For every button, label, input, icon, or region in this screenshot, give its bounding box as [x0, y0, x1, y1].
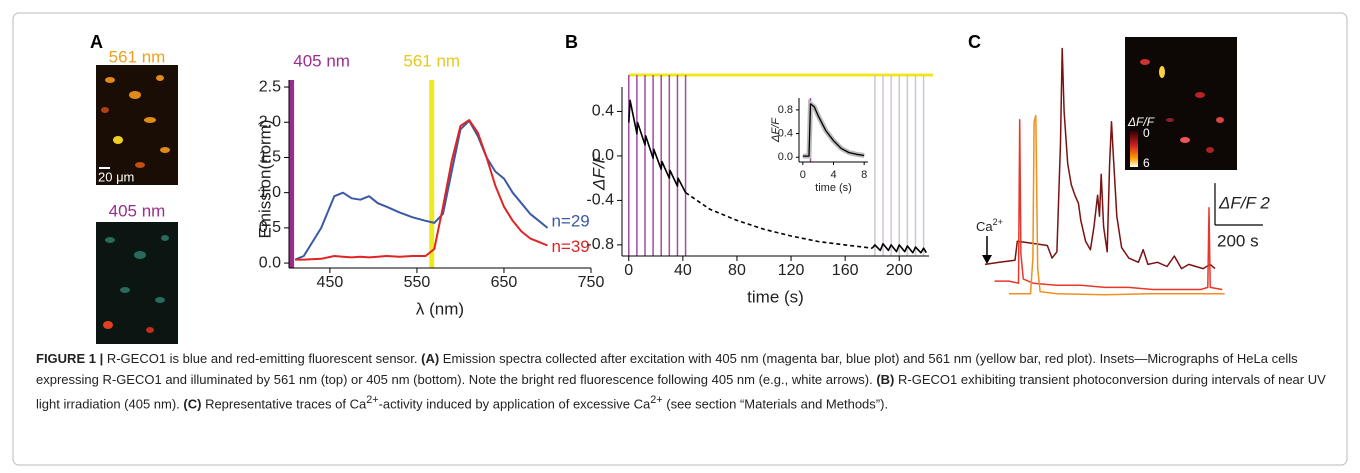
x-tick-label: 40 [674, 262, 692, 279]
colorbar-label: ΔF/F [1127, 115, 1155, 129]
caption-run: (see section “Materials and Methods”). [662, 396, 889, 412]
scale-label: 20 μm [98, 169, 134, 184]
data-line [802, 103, 865, 157]
x-tick-label: 0 [800, 169, 806, 181]
y-tick-label: 0.4 [778, 127, 793, 139]
panel-label: A [90, 32, 103, 52]
y-tick-label: 2.5 [259, 78, 281, 95]
colorbar-tick: 0 [1143, 126, 1150, 140]
x-tick-label: 0 [624, 262, 633, 279]
y-axis-label: ΔF/F [770, 117, 782, 143]
stimulus-text: Ca [976, 219, 993, 234]
excitation-bar [289, 80, 295, 268]
colorbar-tick: 6 [1143, 156, 1150, 170]
y-tick-label: 2.0 [259, 113, 281, 130]
data-line [628, 99, 687, 193]
panel-label: B [565, 32, 578, 52]
x-axis-label: time (s) [747, 287, 804, 306]
y-tick-label: 1.5 [259, 149, 281, 166]
x-tick-label: 650 [491, 274, 518, 291]
caption-run: -activity induced by application of exce… [378, 396, 651, 412]
caption-run: FIGURE 1 | [36, 351, 104, 366]
cells [101, 75, 170, 168]
y-tick-label: 1.0 [259, 184, 281, 201]
y-tick-label: 0.0 [592, 147, 614, 164]
frame [12, 12, 1348, 466]
micrograph-label: 405 nm [109, 201, 166, 220]
y-tick-label: 0.5 [259, 219, 281, 236]
excitation-label: 405 nm [293, 51, 350, 70]
micrograph-label: 561 nm [109, 47, 166, 66]
y-axis-label: ΔF/F [589, 151, 608, 191]
error-band [802, 98, 865, 159]
stimulus-label: Ca2+ [976, 217, 1003, 234]
y-axis-label: Emission(norm) [255, 119, 274, 238]
caption-run: Representative traces of Ca [201, 396, 367, 412]
x-tick-label: 8 [861, 169, 867, 181]
x-tick-label: 160 [832, 262, 859, 279]
data-line [685, 191, 873, 249]
caption-run: (A) [421, 351, 440, 366]
y-tick-label: 0.0 [259, 254, 281, 271]
x-axis-label: λ (nm) [416, 299, 464, 318]
data-line [994, 118, 1223, 291]
cells [103, 235, 169, 333]
caption-run: (C) [183, 396, 202, 412]
excitation-bar [429, 80, 435, 268]
x-tick-label: 80 [728, 262, 746, 279]
series-label: n=39 [551, 237, 589, 256]
data-line [984, 47, 1216, 270]
panel-label: C [968, 32, 981, 52]
x-tick-label: 200 [886, 262, 913, 279]
excitation-label: 561 nm [403, 51, 460, 70]
data-line [871, 243, 927, 254]
y-tick-label: 0.4 [592, 103, 614, 120]
caption-run: (B) [876, 372, 895, 387]
caption-run: R-GECO1 is blue and red-emitting fluores… [103, 351, 422, 366]
caption-run: 2+ [366, 394, 379, 406]
stimulus-arrowhead [982, 255, 992, 264]
y-tick-label: -0.4 [586, 192, 614, 209]
data-line [295, 119, 548, 261]
colorbar [1130, 131, 1138, 167]
x-axis-label: time (s) [815, 182, 852, 194]
x-tick-label: 750 [578, 274, 605, 291]
x-tick-label: 120 [778, 262, 805, 279]
y-tick-label: -0.8 [586, 236, 614, 253]
x-tick-label: 550 [404, 274, 431, 291]
x-tick-label: 4 [830, 169, 836, 181]
x-tick-label: 450 [317, 274, 344, 291]
caption-run: 2+ [650, 394, 663, 406]
caption-run: R-GECO1 exhibiting transient photoconver… [36, 372, 1326, 412]
series-label: n=29 [551, 211, 589, 230]
scale-label: ΔF/F 2 [1218, 194, 1270, 213]
caption-run: Emission spectra collected after excitat… [36, 351, 1298, 387]
data-line [294, 119, 549, 261]
cells [1140, 59, 1224, 153]
data-line [1009, 114, 1225, 296]
stimulus-sup: 2+ [993, 217, 1003, 227]
y-tick-label: 0.0 [778, 151, 793, 163]
caption: FIGURE 1 | R-GECO1 is blue and red-emitt… [36, 348, 1331, 414]
scale-label: 200 s [1217, 231, 1259, 250]
y-tick-label: 0.8 [778, 104, 793, 116]
inset-image [1125, 37, 1237, 170]
